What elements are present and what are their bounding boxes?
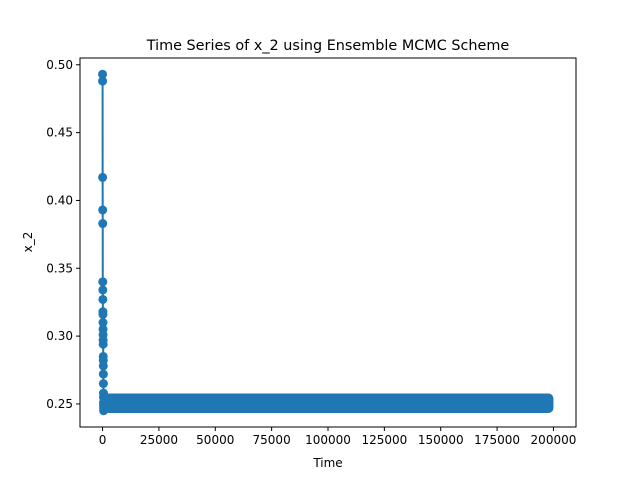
y-tick-label: 0.45 <box>46 126 73 140</box>
y-tick-label: 0.25 <box>46 397 73 411</box>
x-axis-label: Time <box>312 456 342 470</box>
data-point <box>99 406 109 416</box>
data-point <box>98 294 108 304</box>
y-tick-label: 0.35 <box>46 261 73 275</box>
plot-area <box>98 69 554 416</box>
y-tick-label: 0.40 <box>46 193 73 207</box>
y-tick-label: 0.30 <box>46 329 73 343</box>
x-tick-label: 150000 <box>418 433 464 447</box>
data-point <box>98 69 108 79</box>
y-axis: 0.25 0.30 0.35 0.40 0.45 0.50 <box>46 58 80 411</box>
x-tick-label: 50000 <box>196 433 234 447</box>
data-point <box>98 361 108 371</box>
data-point <box>98 172 108 182</box>
data-point <box>98 339 108 349</box>
x-tick-label: 100000 <box>305 433 351 447</box>
data-point <box>98 219 108 229</box>
x-tick-label: 200000 <box>531 433 577 447</box>
data-point <box>98 309 108 319</box>
steady-state-band <box>103 393 554 414</box>
x-tick-label: 0 <box>99 433 107 447</box>
data-point <box>98 76 108 86</box>
x-tick-label: 75000 <box>253 433 291 447</box>
x-tick-label: 25000 <box>140 433 178 447</box>
data-point <box>98 318 108 328</box>
data-point <box>98 285 108 295</box>
data-point <box>98 277 108 287</box>
data-point <box>98 205 108 215</box>
y-tick-label: 0.50 <box>46 58 73 72</box>
chart-title: Time Series of x_2 using Ensemble MCMC S… <box>146 38 510 54</box>
y-axis-label: x_2 <box>21 232 35 253</box>
x-axis: 0 25000 50000 75000 100000 125000 150000 175000… <box>99 427 577 447</box>
x-tick-label: 125000 <box>361 433 407 447</box>
x-tick-label: 175000 <box>474 433 520 447</box>
data-point <box>98 379 108 389</box>
data-point <box>98 369 108 379</box>
